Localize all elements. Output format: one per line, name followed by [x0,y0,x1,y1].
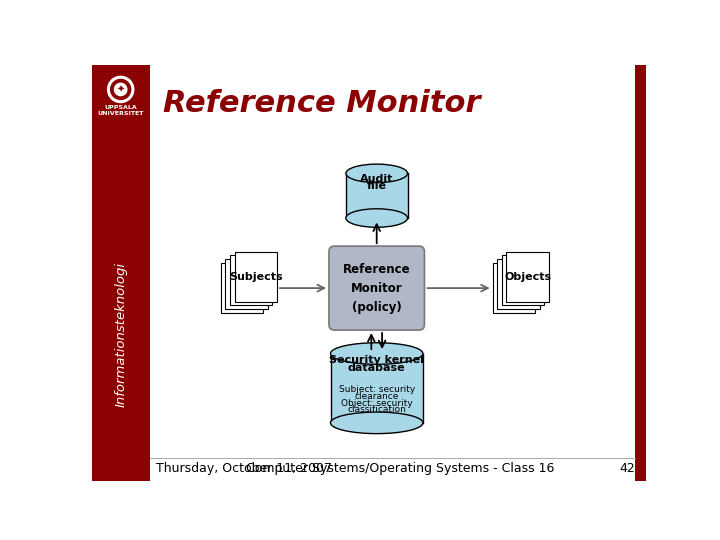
Text: Reference
Monitor
(policy): Reference Monitor (policy) [343,262,410,314]
Text: Subjects: Subjects [229,272,283,281]
Text: Objects: Objects [504,272,552,281]
Text: Thursday, October 11, 2007: Thursday, October 11, 2007 [156,462,332,475]
Bar [506,252,549,301]
Ellipse shape [330,343,423,364]
Ellipse shape [346,164,408,183]
Bar [498,259,539,309]
Text: Subject: security: Subject: security [338,386,415,394]
Bar [330,354,423,423]
Circle shape [111,79,131,99]
Bar [225,259,268,309]
Text: database: database [348,363,405,373]
Text: Computer Systems/Operating Systems - Class 16: Computer Systems/Operating Systems - Cla… [246,462,554,475]
Bar [502,255,544,306]
Text: classification: classification [347,405,406,414]
Text: Audit: Audit [360,174,393,184]
Text: UPPSALA
UNIVERSITET: UPPSALA UNIVERSITET [97,105,144,116]
Bar [636,65,647,481]
Text: Security kernel: Security kernel [329,355,424,366]
Ellipse shape [330,412,423,434]
FancyBboxPatch shape [329,246,425,330]
Bar [346,173,408,218]
Bar [492,263,535,313]
Text: Reference Monitor: Reference Monitor [163,89,481,118]
Bar [235,252,277,301]
Text: 42: 42 [619,462,634,475]
Bar [230,255,272,306]
Circle shape [114,83,127,96]
Text: clearance: clearance [354,392,399,401]
Ellipse shape [346,209,408,227]
Text: Informationsteknologi: Informationsteknologi [114,262,127,407]
Bar [92,65,150,481]
Text: ✦: ✦ [117,84,125,94]
Text: Object: security: Object: security [341,399,413,408]
Circle shape [107,76,134,103]
Bar [221,263,263,313]
Text: file: file [366,181,387,192]
